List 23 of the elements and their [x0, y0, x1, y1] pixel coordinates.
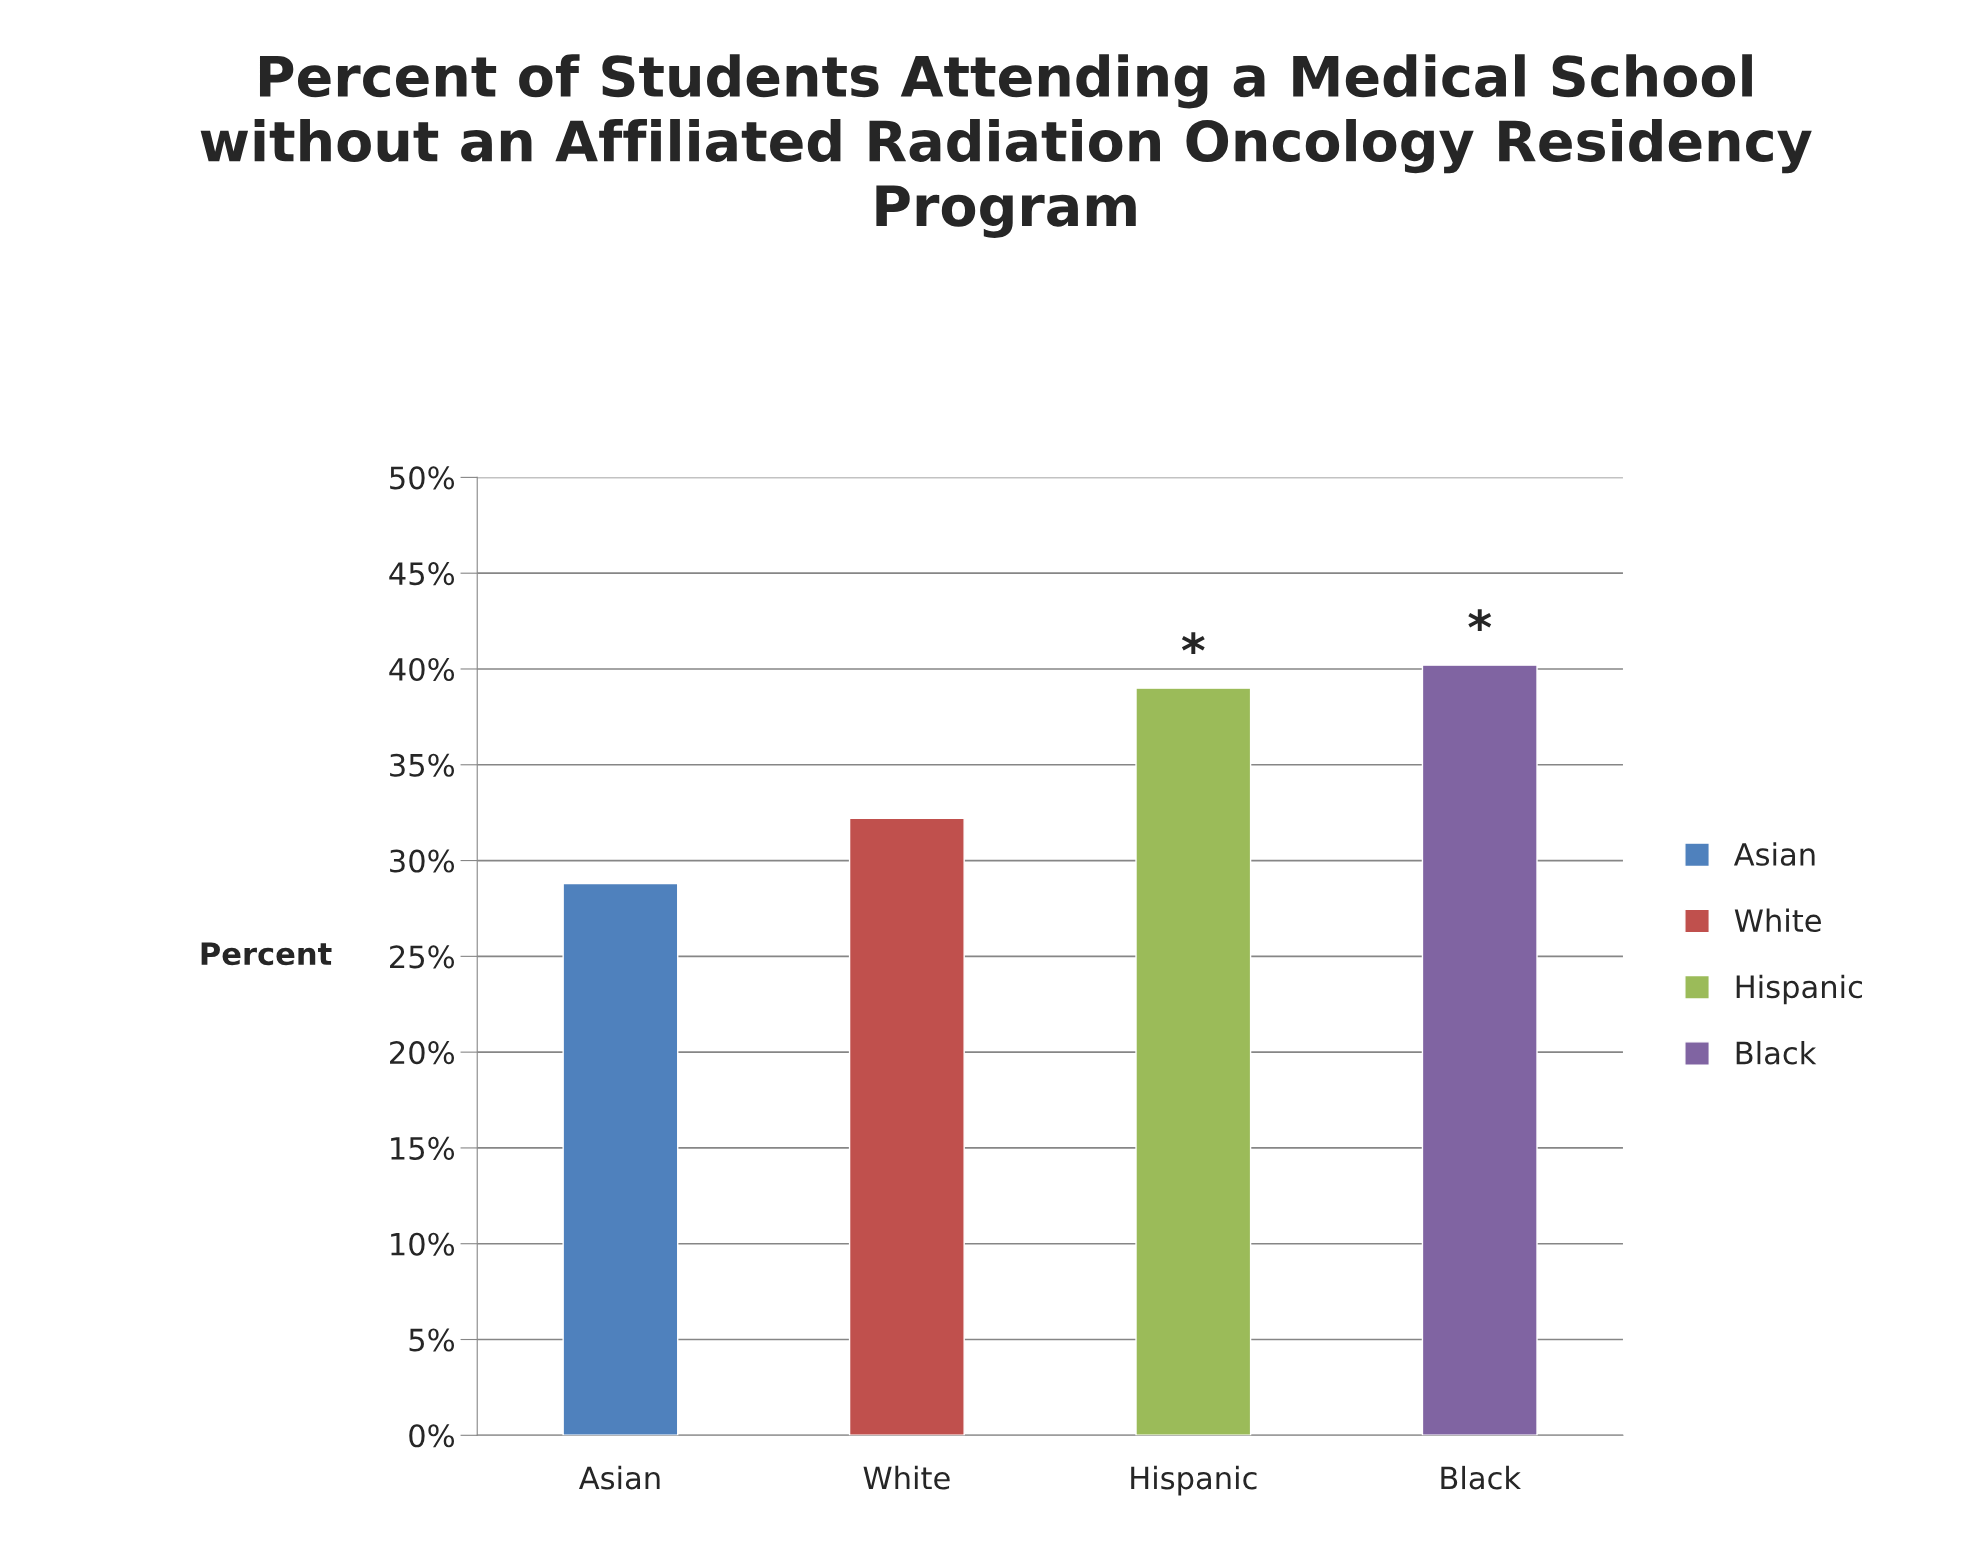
- x-tick-label: Asian: [578, 1465, 660, 1490]
- legend-label: White: [1734, 908, 1821, 933]
- y-tick-label: 35%: [390, 753, 455, 777]
- y-tick-label: 10%: [391, 1232, 455, 1256]
- annotation: *: [1468, 609, 1492, 632]
- y-tick-label: 0%: [409, 1424, 455, 1448]
- x-tick-label: Black: [1441, 1465, 1521, 1490]
- annotation: *: [1181, 632, 1205, 655]
- y-tick-label: 25%: [390, 945, 455, 969]
- y-tick-label: 45%: [389, 562, 455, 586]
- legend-label: Asian: [1733, 842, 1815, 866]
- legend-label: Hispanic: [1736, 974, 1862, 1005]
- y-tick-label: 40%: [389, 657, 455, 682]
- x-tick-label: Hispanic: [1131, 1465, 1257, 1496]
- y-tick-label: 5%: [409, 1328, 455, 1352]
- legend-label: Black: [1736, 1040, 1817, 1065]
- x-tick-label: White: [863, 1465, 950, 1490]
- y-axis-title: Percent: [201, 942, 332, 966]
- chart-title: Percent of Students Attending a Medical School without an Affiliated Radiation Oncology Residency Program: [200, 54, 1812, 238]
- y-tick-label: 20%: [390, 1041, 455, 1065]
- y-tick-label: 15%: [391, 1136, 455, 1160]
- y-tick-label: 30%: [390, 849, 455, 873]
- y-tick-label: 50%: [390, 466, 455, 490]
